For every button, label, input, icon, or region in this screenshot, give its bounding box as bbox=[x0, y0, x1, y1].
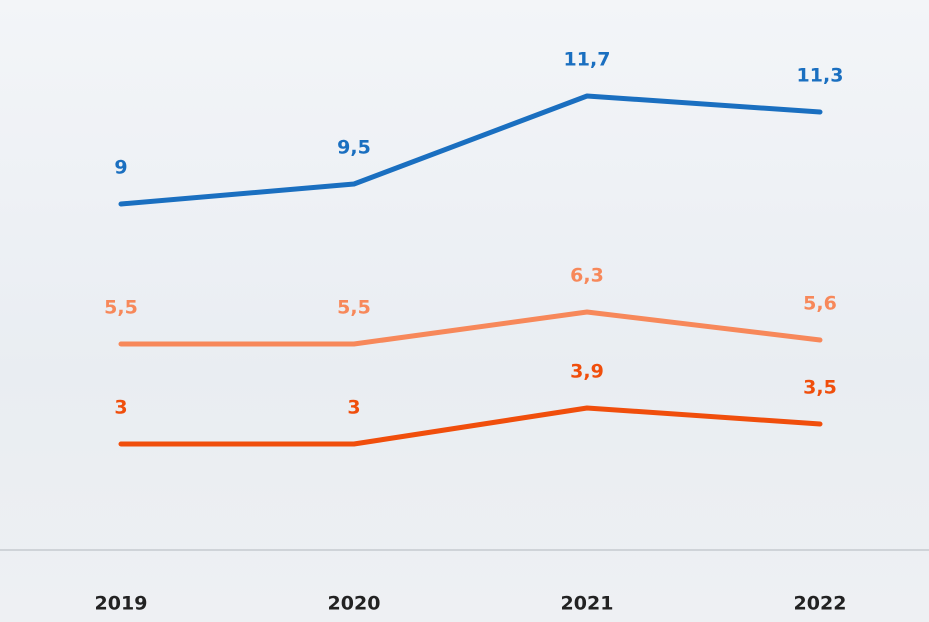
x-tick-label: 2021 bbox=[561, 593, 614, 615]
x-tick-label: 2022 bbox=[794, 593, 847, 615]
x-tick-label: 2020 bbox=[328, 593, 381, 615]
background bbox=[0, 0, 929, 622]
data-label: 11,3 bbox=[797, 65, 844, 87]
data-label: 9 bbox=[114, 157, 127, 179]
data-label: 9,5 bbox=[337, 137, 371, 159]
data-label: 3 bbox=[114, 397, 127, 419]
data-label: 5,5 bbox=[104, 297, 138, 319]
chart: 2019 2020 2021 2022 9 9,5 11,7 11,3 5,5 5,5 6,3 5,6… bbox=[0, 0, 929, 622]
data-label: 3,9 bbox=[570, 361, 604, 383]
x-tick-label: 2019 bbox=[95, 593, 148, 615]
data-label: 11,7 bbox=[564, 49, 611, 71]
data-label: 5,6 bbox=[803, 293, 837, 315]
data-label: 3 bbox=[347, 397, 360, 419]
data-label: 3,5 bbox=[803, 377, 837, 399]
data-label: 5,5 bbox=[337, 297, 371, 319]
data-label: 6,3 bbox=[570, 265, 604, 287]
